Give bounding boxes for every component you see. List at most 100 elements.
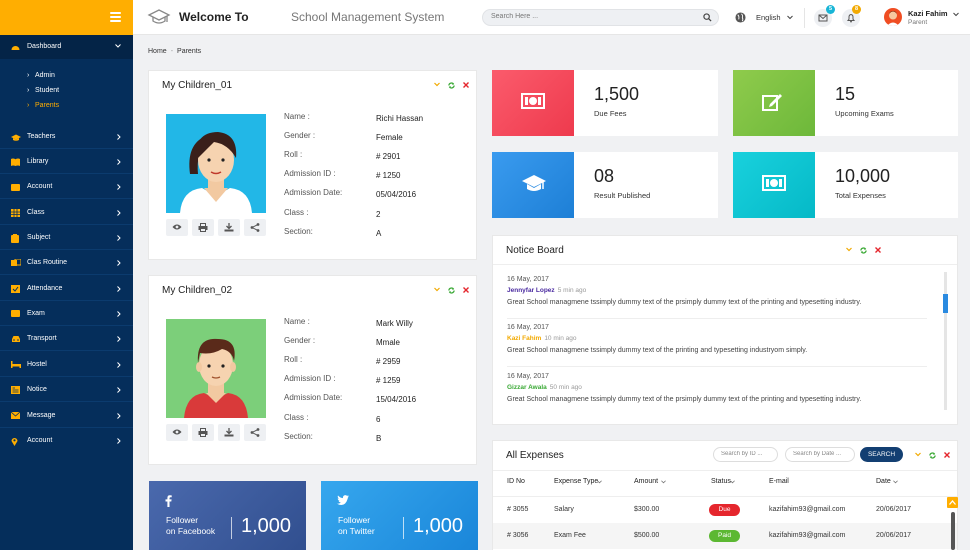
sidebar-subitem-student[interactable]: › Student bbox=[27, 87, 60, 94]
stat-icon-box bbox=[492, 70, 574, 136]
print-button[interactable] bbox=[192, 424, 214, 441]
scroll-to-top-button[interactable] bbox=[947, 497, 958, 508]
refresh-icon[interactable] bbox=[448, 82, 455, 89]
stat-total-expenses[interactable]: 10,000 Total Expenses bbox=[733, 152, 958, 218]
sidebar-item-exam[interactable]: Exam bbox=[0, 302, 133, 326]
sidebar-subitem-admin[interactable]: › Admin bbox=[27, 72, 55, 79]
notice-item[interactable]: 16 May, 2017 Kazi Fahim 10 min ago Great … bbox=[507, 324, 927, 354]
sidebar-item-library[interactable]: Library bbox=[0, 150, 133, 174]
ticket-icon bbox=[11, 310, 20, 317]
notice-item[interactable]: 16 May, 2017 Jennyfar Lopez 5 min ago Gre… bbox=[507, 276, 927, 306]
language-select[interactable]: English bbox=[756, 13, 781, 22]
chevron-down-icon[interactable] bbox=[787, 15, 793, 20]
column-header[interactable]: Date bbox=[876, 478, 891, 485]
sort-icon[interactable] bbox=[730, 480, 735, 484]
view-button[interactable] bbox=[166, 219, 188, 236]
sidebar-item-class-routine[interactable]: Clas Routine bbox=[0, 251, 133, 275]
field-value: Richi Hassan bbox=[376, 114, 424, 123]
facebook-card[interactable]: Follower on Facebook 1,000 bbox=[149, 481, 306, 550]
breadcrumb-home[interactable]: Home bbox=[148, 48, 167, 55]
collapse-icon[interactable] bbox=[846, 247, 852, 254]
wallet-icon bbox=[11, 183, 20, 191]
search-button[interactable]: SEARCH bbox=[860, 447, 903, 462]
chevron-down-icon[interactable] bbox=[953, 12, 959, 17]
card-controls bbox=[846, 247, 881, 254]
globe-icon[interactable] bbox=[735, 12, 746, 23]
eye-icon bbox=[172, 224, 182, 230]
collapse-icon[interactable] bbox=[915, 452, 921, 459]
column-header[interactable]: Status bbox=[711, 478, 731, 485]
close-icon[interactable] bbox=[944, 452, 950, 459]
sidebar-subitem-parents[interactable]: › Parents bbox=[27, 102, 60, 109]
page-scrollbar[interactable] bbox=[951, 512, 955, 550]
sidebar-item-message[interactable]: Message bbox=[0, 404, 133, 428]
search-icon[interactable] bbox=[703, 13, 712, 22]
sidebar-item-class[interactable]: Class bbox=[0, 201, 133, 225]
refresh-icon[interactable] bbox=[860, 247, 867, 254]
user-name[interactable]: Kazi Fahim bbox=[908, 9, 948, 18]
search-input[interactable] bbox=[491, 13, 691, 20]
field-value: 6 bbox=[376, 415, 381, 424]
download-icon bbox=[224, 223, 234, 232]
sidebar-item-teachers[interactable]: Teachers bbox=[0, 125, 133, 149]
user-avatar[interactable] bbox=[884, 8, 902, 26]
print-button[interactable] bbox=[192, 219, 214, 236]
search-date-input[interactable] bbox=[793, 451, 848, 457]
sort-icon[interactable] bbox=[893, 480, 898, 484]
menu-toggle-icon[interactable] bbox=[110, 12, 121, 23]
sidebar-item-account-2[interactable]: Account bbox=[0, 429, 133, 453]
table-row[interactable]: # 3055 Salary $300.00 Due kazifahim93@gm… bbox=[493, 497, 957, 523]
calendar-icon bbox=[11, 259, 21, 267]
sort-icon[interactable] bbox=[661, 480, 666, 484]
column-header[interactable]: E-mail bbox=[769, 478, 789, 485]
download-button[interactable] bbox=[218, 424, 240, 441]
child-photo-girl bbox=[166, 114, 266, 213]
stat-result-published[interactable]: 08 Result Published bbox=[492, 152, 718, 218]
field-value: Mmale bbox=[376, 338, 401, 347]
sidebar-item-label: Account bbox=[27, 437, 53, 444]
card-title: Notice Board bbox=[506, 245, 564, 256]
graduation-cap-icon bbox=[522, 175, 546, 191]
notice-item[interactable]: 16 May, 2017 Gizzar Awala 50 min ago Grea… bbox=[507, 373, 927, 403]
share-button[interactable] bbox=[244, 424, 266, 441]
refresh-icon[interactable] bbox=[448, 287, 455, 294]
column-header[interactable]: Expense Type bbox=[554, 478, 599, 485]
card-controls bbox=[915, 452, 950, 459]
field-label: Gender : bbox=[284, 131, 316, 140]
follower-label: Follower bbox=[166, 515, 199, 525]
field-value: Female bbox=[376, 133, 403, 142]
notifications-badge: 8 bbox=[852, 5, 861, 14]
print-icon bbox=[198, 428, 208, 437]
collapse-icon[interactable] bbox=[434, 287, 440, 294]
follower-label: Follower bbox=[338, 515, 371, 525]
search-by-id bbox=[713, 447, 778, 462]
collapse-icon[interactable] bbox=[434, 82, 440, 89]
column-header[interactable]: ID No bbox=[507, 478, 525, 485]
close-icon[interactable] bbox=[463, 82, 469, 89]
share-button[interactable] bbox=[244, 219, 266, 236]
scrollbar-thumb[interactable] bbox=[943, 294, 948, 313]
table-row[interactable]: # 3056 Exam Fee $500.00 Paid kazifahim93… bbox=[493, 523, 957, 549]
notice-scrollbar[interactable] bbox=[943, 272, 948, 410]
search-id-input[interactable] bbox=[721, 451, 776, 457]
cell-date: 20/06/2017 bbox=[876, 506, 912, 513]
refresh-icon[interactable] bbox=[929, 452, 936, 459]
twitter-card[interactable]: Follower on Twitter 1,000 bbox=[321, 481, 478, 550]
sidebar-item-attendance[interactable]: Attendance bbox=[0, 277, 133, 301]
close-icon[interactable] bbox=[875, 247, 881, 254]
close-icon[interactable] bbox=[463, 287, 469, 294]
sidebar-item-account[interactable]: Account bbox=[0, 175, 133, 199]
sort-icon[interactable] bbox=[597, 480, 602, 484]
sidebar-item-hostel[interactable]: Hostel bbox=[0, 353, 133, 377]
download-button[interactable] bbox=[218, 219, 240, 236]
sidebar-item-dashboard[interactable]: Dashboard bbox=[0, 35, 133, 59]
sidebar-item-transport[interactable]: Transport bbox=[0, 327, 133, 351]
sidebar-item-notice[interactable]: Notice bbox=[0, 378, 133, 402]
field-label: Admission ID : bbox=[284, 374, 336, 383]
stat-upcoming-exams[interactable]: 15 Upcoming Exams bbox=[733, 70, 958, 136]
stat-due-fees[interactable]: 1,500 Due Fees bbox=[492, 70, 718, 136]
view-button[interactable] bbox=[166, 424, 188, 441]
column-header[interactable]: Amount bbox=[634, 478, 659, 485]
sidebar-item-subject[interactable]: Subject bbox=[0, 226, 133, 250]
notice-date: 16 May, 2017 bbox=[507, 373, 549, 380]
